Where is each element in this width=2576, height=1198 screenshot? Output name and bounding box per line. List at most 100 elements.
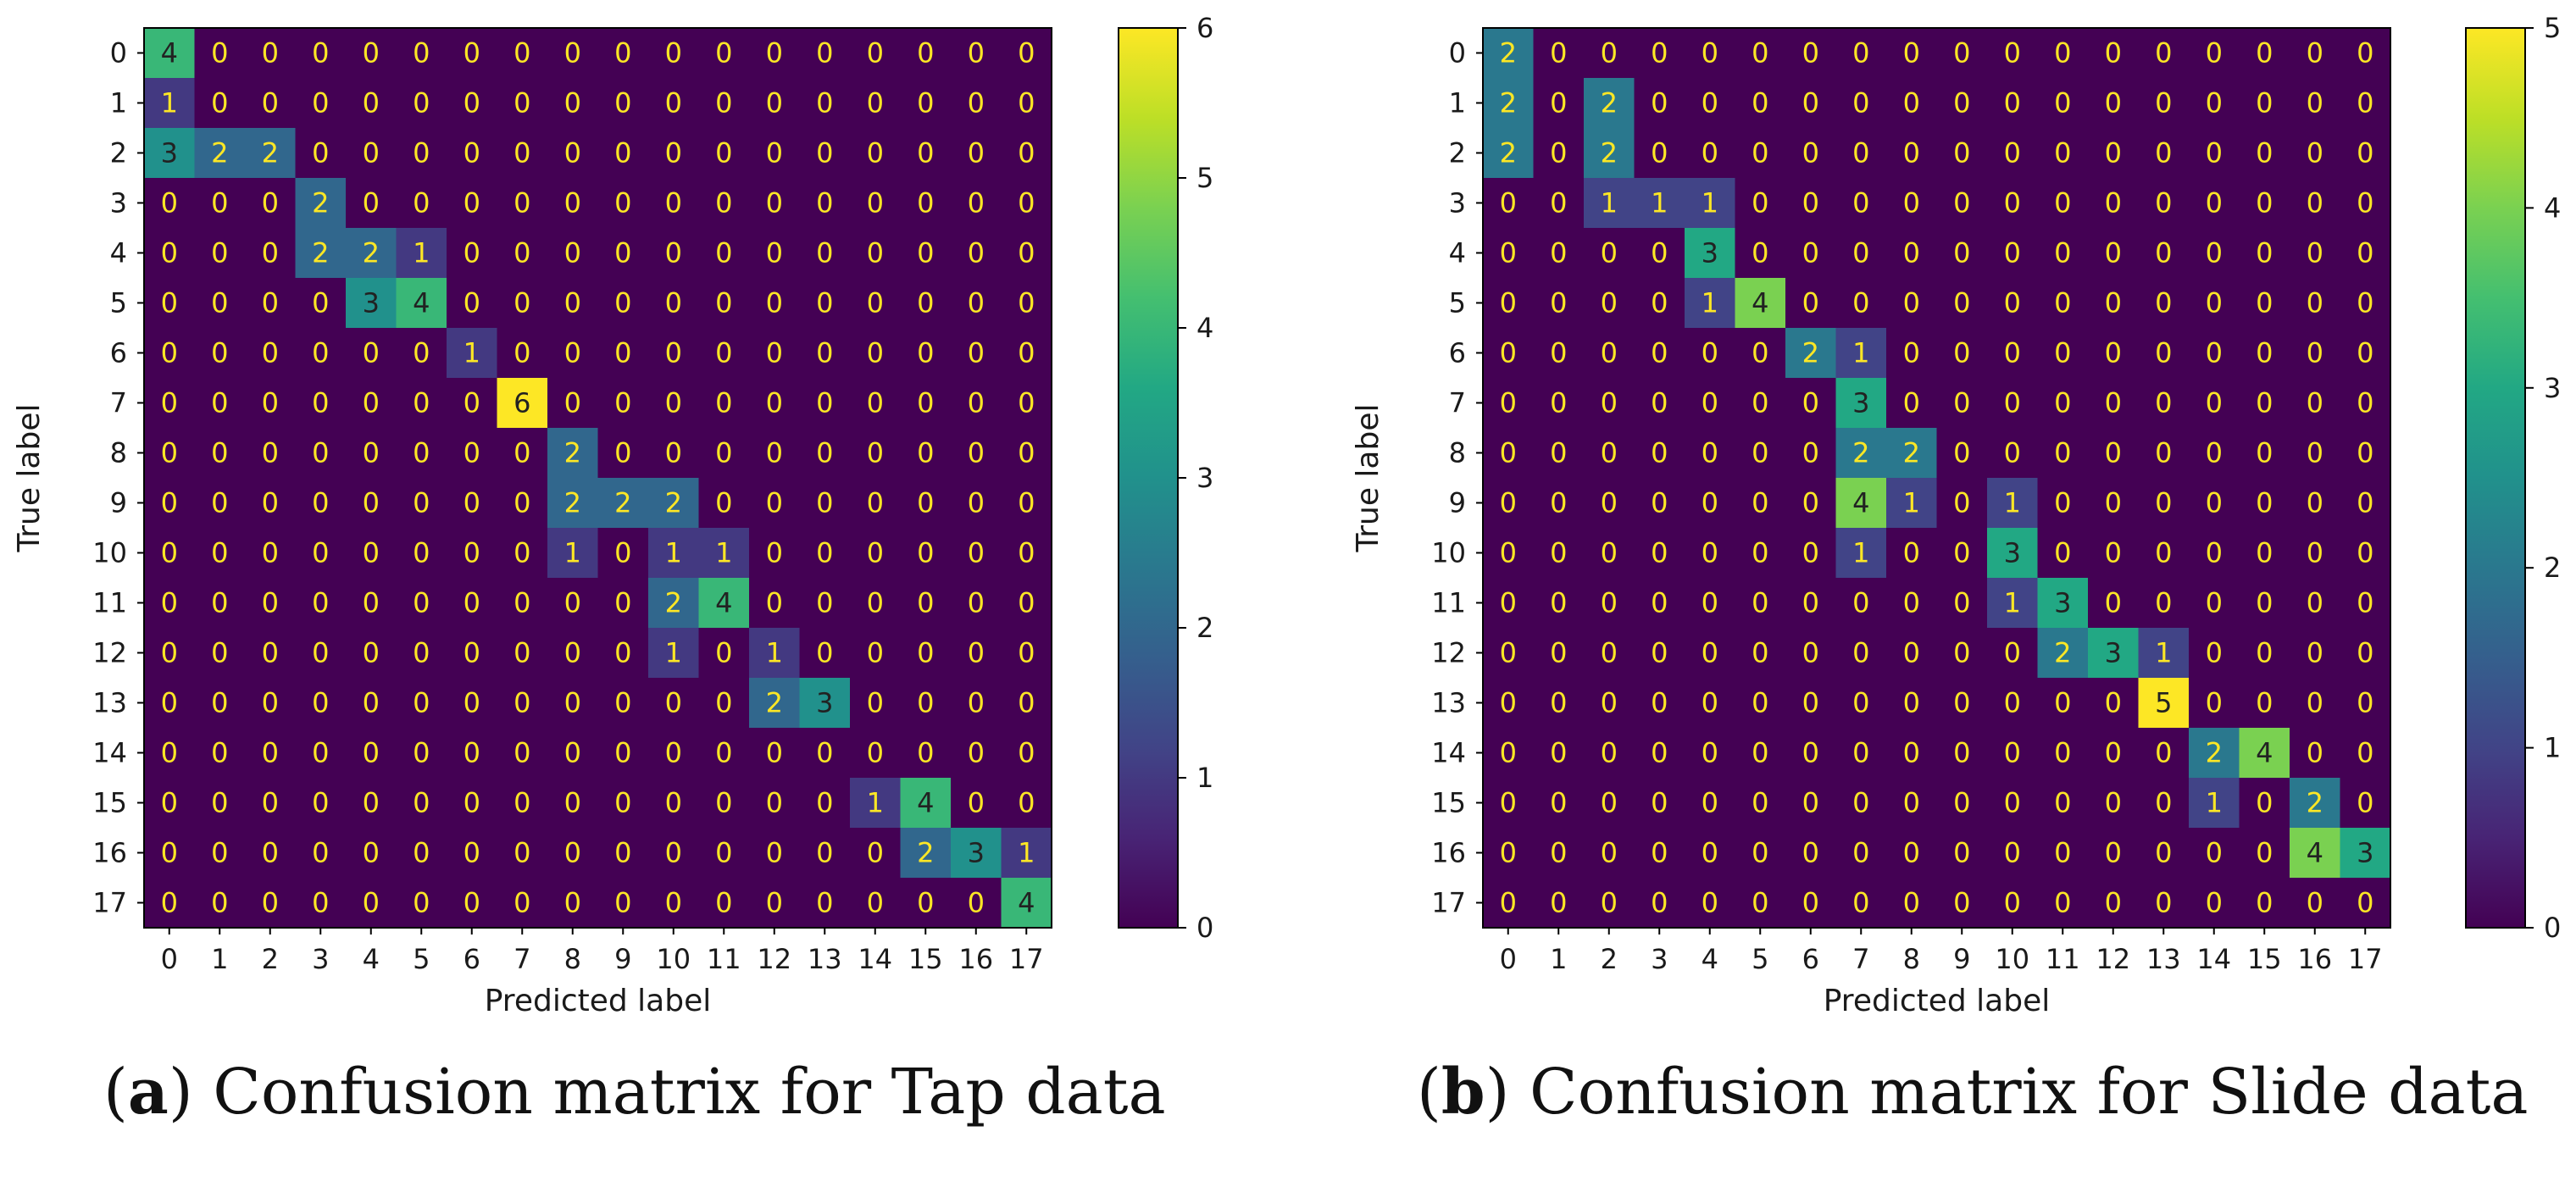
tap-cell: [951, 128, 1002, 179]
tap-cell-value: 0: [766, 887, 783, 919]
tap-cell: [698, 878, 750, 929]
tap-cell-value: 1: [161, 87, 178, 119]
tap-cell-value: 0: [514, 287, 530, 319]
slide-cell-value: 0: [1651, 687, 1668, 719]
tap-cell-value: 0: [262, 637, 279, 669]
slide-cell-value: 0: [1651, 887, 1668, 919]
tap-x-tick-label: 16: [958, 943, 993, 975]
slide-y-tick-label: 4: [1449, 237, 1466, 269]
slide-cell: [1936, 228, 1988, 279]
slide-cell-value: 0: [1601, 587, 1618, 619]
tap-cell: [547, 278, 599, 329]
slide-cell-value: 0: [1802, 637, 1819, 669]
slide-cell-value: 0: [1702, 437, 1718, 469]
slide-cell: [2290, 628, 2341, 679]
slide-cell-value: 0: [2307, 137, 2323, 169]
slide-cell-value: 0: [1752, 387, 1768, 419]
slide-cell-value: 0: [2256, 87, 2273, 119]
tap-cell: [346, 278, 397, 329]
tap-cell-value: 2: [262, 137, 279, 169]
slide-y-tick-label: 10: [1431, 537, 1466, 569]
tap-cell-value: 0: [262, 587, 279, 619]
slide-cell-value: 0: [1500, 487, 1517, 519]
tap-cell-value: 0: [766, 537, 783, 569]
tap-cell: [698, 378, 750, 429]
slide-cell-value: 0: [2105, 387, 2122, 419]
slide-colorbar: [2465, 27, 2526, 929]
slide-cell-value: 0: [1651, 287, 1668, 319]
tap-cell-value: 0: [211, 737, 228, 769]
slide-cell: [1584, 128, 1635, 179]
slide-cell-value: 0: [2357, 687, 2373, 719]
tap-cell-value: 0: [413, 637, 430, 669]
slide-cell-value: 0: [1651, 337, 1668, 369]
slide-colorbar-tick-label: 4: [2544, 191, 2561, 224]
tap-cell-value: 0: [464, 787, 480, 819]
tap-cell-value: 0: [312, 587, 329, 619]
slide-cell-value: 0: [1953, 537, 1970, 569]
tap-cell-value: 0: [514, 687, 530, 719]
tap-cell: [447, 278, 498, 329]
tap-cell: [547, 628, 599, 679]
tap-cell: [346, 178, 397, 229]
tap-cell-value: 0: [665, 37, 682, 69]
slide-cell-value: 0: [2307, 437, 2323, 469]
tap-cell-value: 0: [816, 437, 833, 469]
slide-x-tick-label: 3: [1651, 943, 1668, 975]
tap-y-tick-label: 2: [110, 137, 127, 169]
slide-cell-value: 0: [1601, 887, 1618, 919]
slide-cell: [1533, 228, 1585, 279]
tap-cell: [447, 528, 498, 579]
tap-cell: [799, 278, 851, 329]
tap-cell-value: 0: [917, 187, 934, 219]
slide-cell: [1785, 878, 1837, 929]
tap-cell: [295, 478, 347, 529]
tap-cell: [850, 478, 902, 529]
slide-y-tick-label: 2: [1449, 137, 1466, 169]
tap-cell: [346, 578, 397, 629]
slide-confusion-matrix: 2 0 0 0 0 0 0 0 0 0 0 0 0 0 0 0 0 0 2 0 2 0 0 0 0 0 0 0 0 0 0 0 0 0 0 0 2 0 2 0…: [1351, 12, 2561, 1018]
tap-cell: [447, 128, 498, 179]
tap-cell: [295, 228, 347, 279]
slide-cell: [2037, 78, 2089, 129]
slide-cell-value: 0: [1500, 837, 1517, 869]
slide-cell: [1936, 328, 1988, 379]
slide-x-tick-label: 14: [2196, 943, 2231, 975]
tap-cell-value: 0: [867, 237, 884, 269]
tap-cell: [346, 828, 397, 879]
slide-cell: [2189, 228, 2240, 279]
slide-cell-value: 0: [2307, 637, 2323, 669]
tap-cell-value: 0: [816, 787, 833, 819]
tap-cell-value: 0: [211, 387, 228, 419]
slide-cell: [2340, 178, 2391, 229]
slide-cell-value: 0: [2155, 387, 2172, 419]
tap-cell: [799, 28, 851, 79]
tap-cell-value: 1: [715, 537, 732, 569]
tap-cell-value: 0: [665, 387, 682, 419]
tap-cell-value: 0: [766, 37, 783, 69]
tap-cell: [951, 178, 1002, 229]
tap-cell: [547, 28, 599, 79]
tap-cell-value: 0: [262, 337, 279, 369]
slide-cell: [1634, 228, 1685, 279]
tap-cell: [799, 228, 851, 279]
slide-cell: [1584, 828, 1635, 879]
slide-cell: [1634, 128, 1685, 179]
tap-cell-value: 0: [867, 637, 884, 669]
slide-cell-value: 3: [2105, 637, 2122, 669]
slide-cell: [2340, 678, 2391, 729]
tap-cell-value: 2: [917, 837, 934, 869]
tap-cell: [497, 378, 548, 429]
slide-cell-value: 0: [2357, 537, 2373, 569]
tap-cell: [749, 678, 801, 729]
tap-cell-value: 0: [564, 787, 581, 819]
slide-cell: [1835, 728, 1887, 779]
slide-cell-value: 0: [1903, 137, 1920, 169]
tap-cell: [1001, 728, 1052, 779]
slide-cell: [1987, 478, 2039, 529]
tap-cell: [799, 328, 851, 379]
slide-cell-value: 0: [2307, 287, 2323, 319]
slide-cell-value: 0: [2206, 837, 2223, 869]
slide-cell: [1835, 828, 1887, 879]
slide-cell-value: 0: [1953, 787, 1970, 819]
